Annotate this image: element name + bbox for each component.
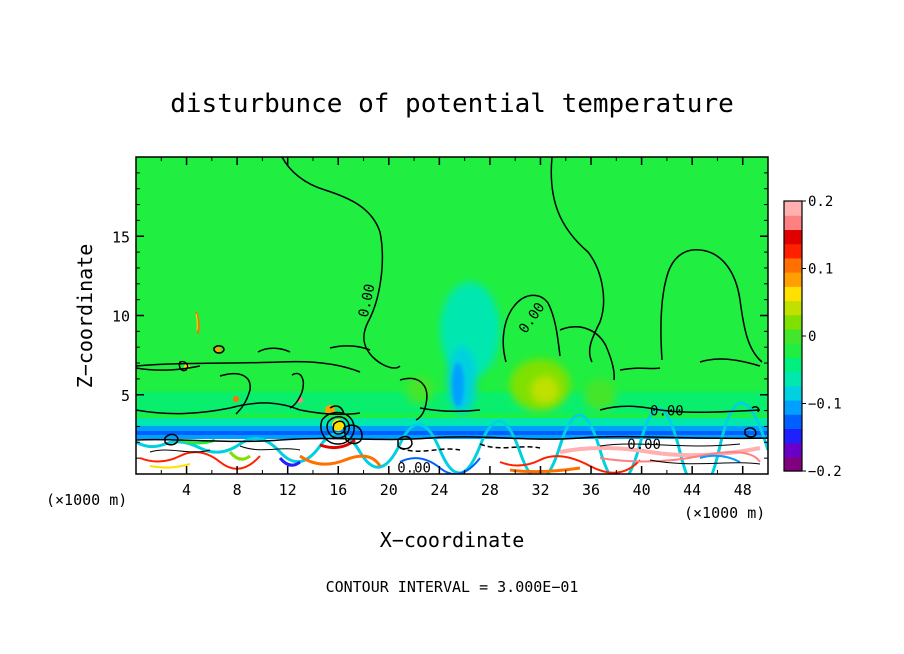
x-unit-right: (×1000 m) bbox=[684, 504, 765, 522]
colorbar-segment bbox=[784, 243, 802, 259]
colorbar-tick-label: 0 bbox=[808, 329, 816, 345]
colorbar-segment bbox=[784, 215, 802, 231]
x-tick-label: 20 bbox=[380, 481, 398, 499]
colorbar-segment bbox=[784, 201, 802, 216]
colorbar-segment bbox=[784, 328, 802, 344]
y-tick-label: 5 bbox=[121, 387, 130, 405]
colorbar-segment bbox=[784, 371, 802, 387]
x-tick-label: 36 bbox=[582, 481, 600, 499]
x-axis: 4 8 12 16 20 24 28 32 36 40 44 48 bbox=[160, 157, 752, 499]
y-tick-label: 10 bbox=[112, 308, 130, 326]
x-tick-label: 48 bbox=[734, 481, 752, 499]
colorbar-segment bbox=[784, 357, 802, 373]
contour-label: 0.00 bbox=[650, 404, 684, 420]
colorbar-segment bbox=[784, 272, 802, 287]
contour-interval-note: CONTOUR INTERVAL = 3.000E−01 bbox=[326, 578, 579, 596]
y-axis: 5 10 15 bbox=[112, 172, 768, 459]
colorbar-segment bbox=[784, 456, 802, 472]
colorbar-segment bbox=[784, 442, 802, 458]
colorbar-tick-label: −0.2 bbox=[808, 464, 842, 480]
colorbar-tick-label: 0.2 bbox=[808, 194, 833, 210]
x-tick-label: 24 bbox=[430, 481, 448, 499]
colorbar: 0.2 0.1 0 −0.1 −0.2 bbox=[783, 194, 842, 480]
colorbar-segment bbox=[784, 257, 802, 273]
chart-title: disturbunce of potential temperature bbox=[170, 89, 734, 119]
x-tick-label: 12 bbox=[279, 481, 297, 499]
colorbar-segment bbox=[784, 385, 802, 401]
x-tick-label: 44 bbox=[683, 481, 701, 499]
x-unit-left: (×1000 m) bbox=[46, 491, 127, 509]
colorbar-segment bbox=[784, 428, 802, 444]
colorbar-segment bbox=[784, 300, 802, 316]
x-tick-label: 4 bbox=[182, 481, 191, 499]
colorbar-tick-label: −0.1 bbox=[808, 397, 842, 413]
x-tick-label: 32 bbox=[531, 481, 549, 499]
colorbar-segment bbox=[784, 343, 802, 358]
contour-label: 0.00 bbox=[397, 461, 431, 477]
x-axis-label: X−coordinate bbox=[380, 528, 525, 552]
colorbar-tick-label: 0.1 bbox=[808, 262, 833, 278]
contour-label: 0.00 bbox=[627, 437, 661, 453]
x-tick-label: 16 bbox=[329, 481, 347, 499]
colorbar-segment bbox=[784, 286, 802, 302]
colorbar-segment bbox=[784, 399, 802, 415]
x-tick-label: 28 bbox=[481, 481, 499, 499]
contour-lines bbox=[136, 157, 768, 465]
y-axis-label: Z−coordinate bbox=[73, 244, 97, 389]
colorbar-segment bbox=[784, 229, 802, 245]
colorbar-segment bbox=[784, 314, 802, 330]
x-tick-label: 40 bbox=[633, 481, 651, 499]
x-tick-label: 8 bbox=[233, 481, 242, 499]
contour-label: 0.00 bbox=[356, 282, 379, 318]
colorbar-segment bbox=[784, 414, 802, 429]
y-tick-label: 15 bbox=[112, 228, 130, 246]
